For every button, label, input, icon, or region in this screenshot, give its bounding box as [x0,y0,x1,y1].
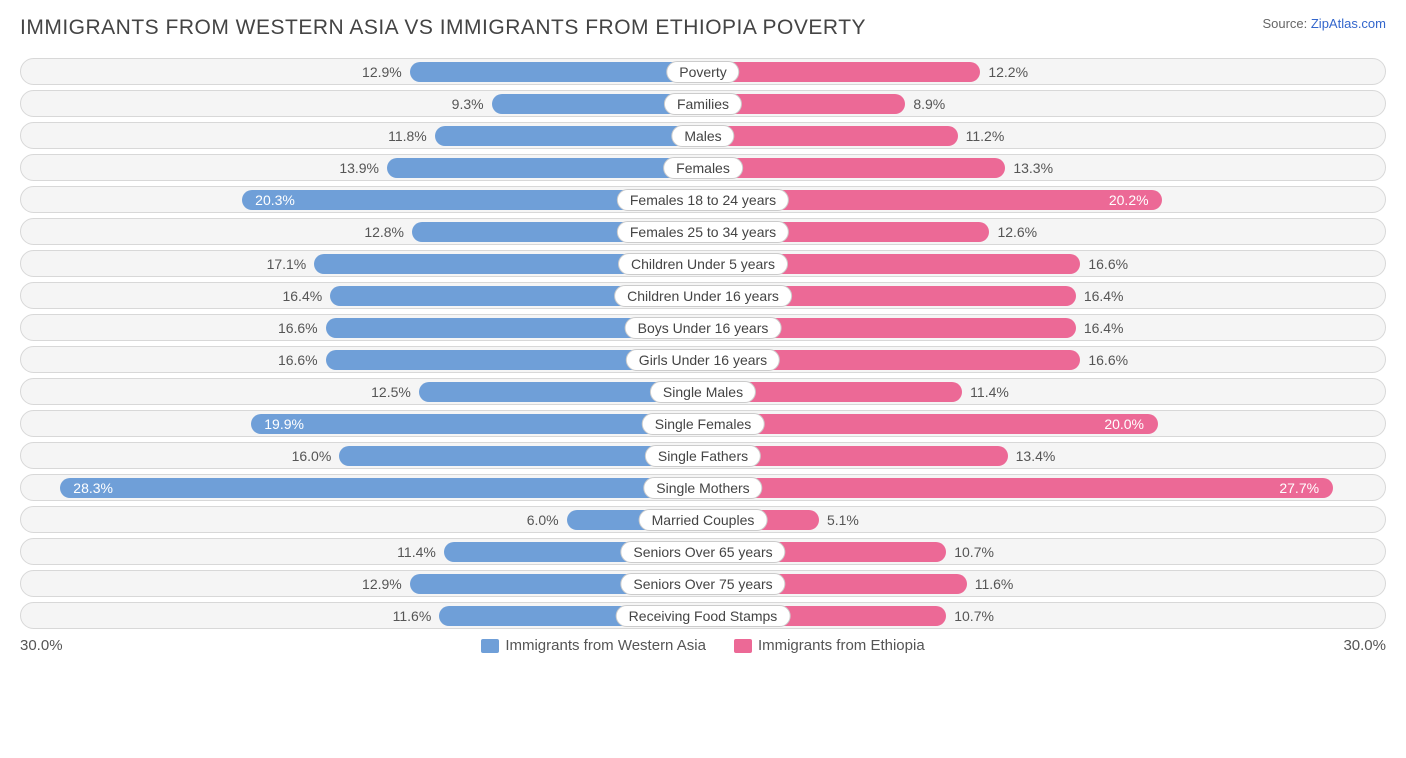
value-right: 10.7% [946,544,994,560]
source-prefix: Source: [1262,16,1310,31]
bar-row: 12.9% 11.6% Seniors Over 75 years [20,570,1386,597]
category-label: Girls Under 16 years [626,349,780,371]
category-label: Females 18 to 24 years [617,189,789,211]
legend-label-right: Immigrants from Ethiopia [758,637,925,654]
bar-row: 12.9% 12.2% Poverty [20,58,1386,85]
bar-row: 11.6% 10.7% Receiving Food Stamps [20,602,1386,629]
category-label: Families [664,93,742,115]
legend-label-left: Immigrants from Western Asia [505,637,706,654]
category-label: Single Females [642,413,765,435]
bar-row: 16.0% 13.4% Single Fathers [20,442,1386,469]
value-right: 27.7% [1273,480,1319,496]
bar-row: 12.8% 12.6% Females 25 to 34 years [20,218,1386,245]
value-left: 6.0% [527,512,567,528]
bar-left [435,126,703,146]
axis-right-max: 30.0% [1343,637,1386,654]
legend-item-left: Immigrants from Western Asia [481,637,706,654]
category-label: Single Males [650,381,756,403]
legend: Immigrants from Western Asia Immigrants … [481,637,924,654]
bar-left [387,158,703,178]
value-right: 16.6% [1080,352,1128,368]
category-label: Single Mothers [643,477,762,499]
category-label: Boys Under 16 years [625,317,782,339]
category-label: Seniors Over 65 years [620,541,785,563]
bar-row: 13.9% 13.3% Females [20,154,1386,181]
bar-right [703,478,1333,498]
bar-right [703,158,1005,178]
legend-swatch-right [734,639,752,653]
source-link[interactable]: ZipAtlas.com [1311,16,1386,31]
value-left: 19.9% [264,416,310,432]
value-left: 16.6% [278,320,326,336]
category-label: Poverty [666,61,739,83]
value-right: 20.2% [1103,192,1149,208]
bar-right [703,126,958,146]
value-right: 16.4% [1076,320,1124,336]
value-left: 20.3% [255,192,301,208]
value-right: 11.6% [967,576,1014,592]
bar-row: 19.9% 20.0% Single Females [20,410,1386,437]
chart-title: IMMIGRANTS FROM WESTERN ASIA VS IMMIGRAN… [20,16,866,40]
bar-row: 17.1% 16.6% Children Under 5 years [20,250,1386,277]
value-right: 5.1% [819,512,859,528]
category-label: Single Fathers [645,445,761,467]
bar-row: 20.3% 20.2% Females 18 to 24 years [20,186,1386,213]
bar-right [703,414,1158,434]
bar-row: 16.6% 16.6% Girls Under 16 years [20,346,1386,373]
value-right: 16.6% [1080,256,1128,272]
bar-row: 6.0% 5.1% Married Couples [20,506,1386,533]
bar-right [703,62,980,82]
category-label: Children Under 5 years [618,253,788,275]
bar-left [410,62,703,82]
value-right: 11.2% [958,128,1005,144]
category-label: Males [671,125,734,147]
value-right: 13.3% [1005,160,1053,176]
bar-row: 12.5% 11.4% Single Males [20,378,1386,405]
legend-swatch-left [481,639,499,653]
source-attribution: Source: ZipAtlas.com [1262,16,1386,31]
bar-row: 16.4% 16.4% Children Under 16 years [20,282,1386,309]
bar-left [60,478,703,498]
bar-row: 16.6% 16.4% Boys Under 16 years [20,314,1386,341]
value-left: 16.6% [278,352,326,368]
value-left: 16.4% [282,288,330,304]
chart-rows-container: 12.9%12.2%Poverty9.3%8.9%Families11.8%11… [20,58,1386,629]
value-right: 13.4% [1008,448,1056,464]
value-left: 11.6% [393,608,440,624]
value-left: 16.0% [292,448,340,464]
value-right: 12.6% [989,224,1037,240]
category-label: Females [663,157,743,179]
value-right: 20.0% [1098,416,1144,432]
bar-row: 11.4% 10.7% Seniors Over 65 years [20,538,1386,565]
value-left: 28.3% [73,480,119,496]
value-right: 12.2% [980,64,1028,80]
value-left: 12.9% [362,576,410,592]
axis-left-max: 30.0% [20,637,63,654]
value-left: 12.8% [364,224,412,240]
value-right: 8.9% [905,96,945,112]
bar-left [251,414,703,434]
value-right: 10.7% [946,608,994,624]
category-label: Receiving Food Stamps [616,605,791,627]
value-left: 11.8% [388,128,435,144]
category-label: Children Under 16 years [614,285,792,307]
legend-item-right: Immigrants from Ethiopia [734,637,925,654]
bar-row: 11.8% 11.2% Males [20,122,1386,149]
value-left: 12.5% [371,384,419,400]
value-left: 11.4% [397,544,444,560]
bar-row: 28.3% 27.7% Single Mothers [20,474,1386,501]
category-label: Seniors Over 75 years [620,573,785,595]
category-label: Married Couples [639,509,768,531]
bar-row: 9.3% 8.9% Families [20,90,1386,117]
value-right: 11.4% [962,384,1009,400]
category-label: Females 25 to 34 years [617,221,789,243]
value-left: 12.9% [362,64,410,80]
value-left: 13.9% [339,160,387,176]
value-left: 9.3% [452,96,492,112]
value-right: 16.4% [1076,288,1124,304]
value-left: 17.1% [267,256,315,272]
